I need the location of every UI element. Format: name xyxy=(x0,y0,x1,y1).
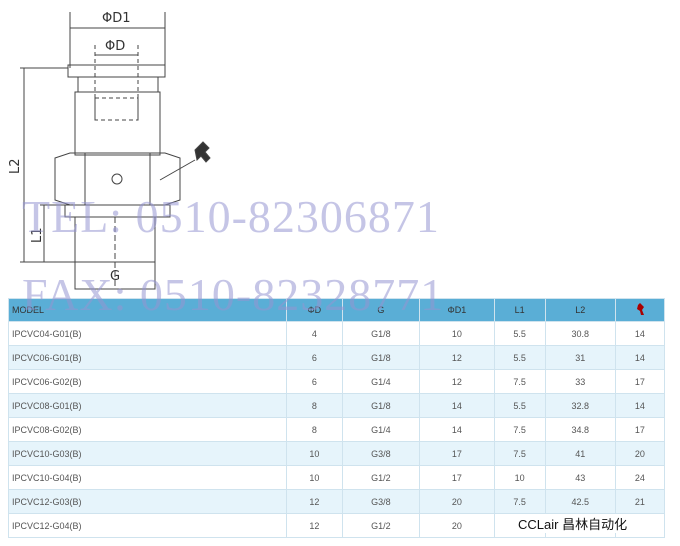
table-cell: G1/4 xyxy=(341,417,421,442)
table-cell: 17 xyxy=(419,465,495,490)
table-cell: 6 xyxy=(286,345,343,370)
table-cell: IPCVC08-G01(B) xyxy=(7,393,288,418)
table-cell: IPCVC12-G03(B) xyxy=(7,489,288,514)
brand: CCLair 昌林自动化 xyxy=(515,514,631,533)
table-cell: 5.5 xyxy=(493,321,546,346)
wrench-icon xyxy=(636,303,644,315)
table-row: IPCVC08-G02(B) 8 G1/4 14 7.5 34.8 17 xyxy=(7,417,666,442)
table-cell: 31 xyxy=(544,345,616,370)
table-cell: 20 xyxy=(419,489,495,514)
table-cell: IPCVC10-G03(B) xyxy=(7,441,288,466)
table-cell: 7.5 xyxy=(493,369,546,394)
label: ΦD1 xyxy=(102,11,131,26)
table-cell: 43 xyxy=(544,465,616,490)
table-cell: 17 xyxy=(419,441,495,466)
table-cell: 20 xyxy=(614,441,666,466)
table-cell: 14 xyxy=(419,417,495,442)
table-cell: 17 xyxy=(614,369,666,394)
table-row: IPCVC10-G04(B) 10 G1/2 17 10 43 24 xyxy=(7,465,666,490)
table-cell: 7.5 xyxy=(493,489,546,514)
table-cell: 20 xyxy=(419,513,495,538)
table-cell: G1/2 xyxy=(341,513,421,538)
table-cell: 33 xyxy=(544,369,616,394)
table-cell: 8 xyxy=(286,417,343,442)
table-cell: 30.8 xyxy=(544,321,616,346)
header-cell: MODEL xyxy=(7,298,288,322)
table-row: IPCVC06-G02(B) 6 G1/4 12 7.5 33 17 xyxy=(7,369,666,394)
table-row: IPCVC08-G01(B) 8 G1/8 14 5.5 32.8 14 xyxy=(7,393,666,418)
table-cell: 17 xyxy=(614,417,666,442)
label: L2 xyxy=(8,158,23,174)
label: G xyxy=(110,269,120,284)
header-cell: G xyxy=(341,298,421,322)
table-cell: 34.8 xyxy=(544,417,616,442)
table-cell: 14 xyxy=(614,345,666,370)
table-cell: 5.5 xyxy=(493,345,546,370)
table-row: IPCVC06-G01(B) 6 G1/8 12 5.5 31 14 xyxy=(7,345,666,370)
table-row: IPCVC04-G01(B) 4 G1/8 10 5.5 30.8 14 xyxy=(7,321,666,346)
header-row: MODEL ΦD G ΦD1 L1 L2 xyxy=(7,298,666,322)
table-cell: IPCVC08-G02(B) xyxy=(7,417,288,442)
header-cell: L1 xyxy=(493,298,546,322)
table-cell: 12 xyxy=(286,489,343,514)
table-cell: 10 xyxy=(286,465,343,490)
table-cell: IPCVC06-G02(B) xyxy=(7,369,288,394)
table-cell: 14 xyxy=(614,321,666,346)
table-cell: 24 xyxy=(614,465,666,490)
table-cell: 8 xyxy=(286,393,343,418)
wrench-icon xyxy=(194,141,211,163)
table-cell: IPCVC10-G04(B) xyxy=(7,465,288,490)
table-cell: 12 xyxy=(419,345,495,370)
table-cell: G3/8 xyxy=(341,441,421,466)
header-cell: L2 xyxy=(544,298,616,322)
table-cell: 10 xyxy=(286,441,343,466)
header-cell xyxy=(614,298,666,322)
table-cell: 14 xyxy=(419,393,495,418)
table-cell: 41 xyxy=(544,441,616,466)
table-cell: 42.5 xyxy=(544,489,616,514)
spec-table: MODEL ΦD G ΦD1 L1 L2 IPCVC04-G01(B) 4 G1/8 10 5.5 3… xyxy=(7,298,666,538)
header-cell: ΦD1 xyxy=(419,298,495,322)
table-row: IPCVC12-G03(B) 12 G3/8 20 7.5 42.5 21 xyxy=(7,489,666,514)
table-cell: IPCVC06-G01(B) xyxy=(7,345,288,370)
table-cell: 12 xyxy=(419,369,495,394)
label: L1 xyxy=(30,227,45,243)
table-cell: 14 xyxy=(614,393,666,418)
table-cell: IPCVC04-G01(B) xyxy=(7,321,288,346)
header-cell: ΦD xyxy=(286,298,343,322)
table-cell: 5.5 xyxy=(493,393,546,418)
table-cell: G1/8 xyxy=(341,393,421,418)
table-cell: G3/8 xyxy=(341,489,421,514)
table-cell: 4 xyxy=(286,321,343,346)
table-cell: 32.8 xyxy=(544,393,616,418)
table-cell: G1/4 xyxy=(341,369,421,394)
drawing: ΦD1 ΦD L2 L1 G xyxy=(8,11,211,290)
table-cell: 7.5 xyxy=(493,417,546,442)
table-cell: 12 xyxy=(286,513,343,538)
table-cell: G1/8 xyxy=(341,345,421,370)
table-row: IPCVC10-G03(B) 10 G3/8 17 7.5 41 20 xyxy=(7,441,666,466)
table-cell: 10 xyxy=(493,465,546,490)
table-cell: 10 xyxy=(419,321,495,346)
table-cell: IPCVC12-G04(B) xyxy=(7,513,288,538)
table-cell: 21 xyxy=(614,489,666,514)
table-cell: 6 xyxy=(286,369,343,394)
table-cell: G1/2 xyxy=(341,465,421,490)
label: ΦD xyxy=(105,39,125,54)
table-cell: 7.5 xyxy=(493,441,546,466)
table-cell: G1/8 xyxy=(341,321,421,346)
